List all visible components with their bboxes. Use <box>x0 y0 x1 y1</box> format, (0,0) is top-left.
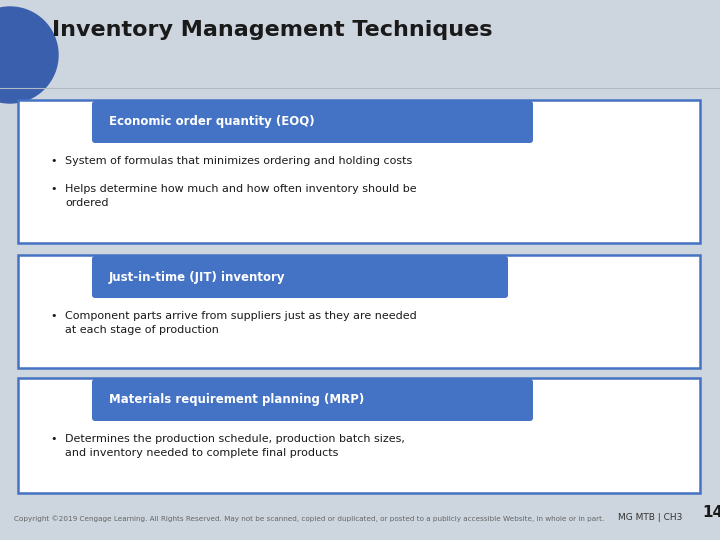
FancyBboxPatch shape <box>92 256 508 298</box>
Text: Copyright ©2019 Cengage Learning. All Rights Reserved. May not be scanned, copie: Copyright ©2019 Cengage Learning. All Ri… <box>14 515 604 522</box>
Text: 14: 14 <box>702 505 720 520</box>
Text: •: • <box>50 434 56 444</box>
Circle shape <box>0 7 58 103</box>
Text: MG MTB | CH3: MG MTB | CH3 <box>618 513 683 522</box>
Text: System of formulas that minimizes ordering and holding costs: System of formulas that minimizes orderi… <box>65 156 413 166</box>
Text: Determines the production schedule, production batch sizes,: Determines the production schedule, prod… <box>65 434 405 444</box>
Text: Component parts arrive from suppliers just as they are needed: Component parts arrive from suppliers ju… <box>65 311 417 321</box>
Text: Inventory Management Techniques: Inventory Management Techniques <box>52 20 492 40</box>
Text: Materials requirement planning (MRP): Materials requirement planning (MRP) <box>109 394 364 407</box>
Text: •: • <box>50 156 56 166</box>
Bar <box>18 255 700 368</box>
Bar <box>18 378 700 493</box>
FancyBboxPatch shape <box>92 379 533 421</box>
FancyBboxPatch shape <box>92 101 533 143</box>
Text: at each stage of production: at each stage of production <box>65 325 219 335</box>
Text: ordered: ordered <box>65 198 109 208</box>
Text: •: • <box>50 184 56 194</box>
Bar <box>18 100 700 243</box>
Text: Economic order quantity (EOQ): Economic order quantity (EOQ) <box>109 116 315 129</box>
Text: •: • <box>50 311 56 321</box>
Text: Just-in-time (JIT) inventory: Just-in-time (JIT) inventory <box>109 271 286 284</box>
Text: Helps determine how much and how often inventory should be: Helps determine how much and how often i… <box>65 184 417 194</box>
Text: and inventory needed to complete final products: and inventory needed to complete final p… <box>65 448 338 458</box>
